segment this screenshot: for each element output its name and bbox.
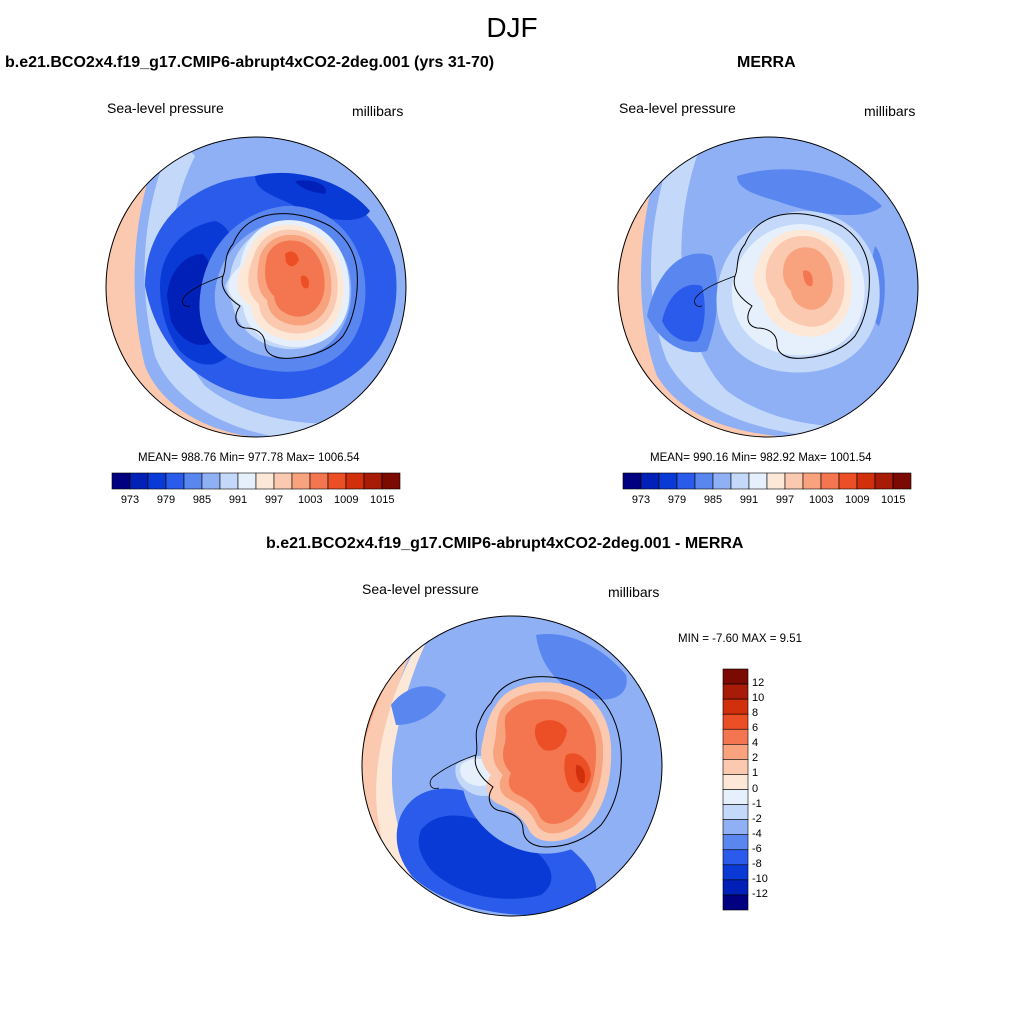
- colorbar-swatch: [722, 713, 749, 730]
- colorbar-tick-label: 991: [228, 494, 248, 506]
- colorbar-swatch: [129, 472, 149, 490]
- colorbar-swatch: [874, 472, 894, 490]
- colorbar-tick-label: 991: [739, 494, 759, 506]
- obs-stats: MEAN= 990.16 Min= 982.92 Max= 1001.54: [650, 452, 872, 464]
- colorbar-swatch: [722, 698, 749, 715]
- colorbar-tick-label: 985: [192, 494, 212, 506]
- colorbar-tick-label: 12: [752, 677, 765, 690]
- colorbar-swatch: [291, 472, 311, 490]
- colorbar-tick-label: 4: [752, 737, 759, 750]
- colorbar-tick-label: 1009: [334, 494, 359, 506]
- model-stats: MEAN= 988.76 Min= 977.78 Max= 1006.54: [138, 452, 360, 464]
- colorbar-swatch: [722, 774, 749, 790]
- colorbar-tick-label: 1003: [298, 494, 323, 506]
- colorbar-swatch: [183, 472, 203, 490]
- colorbar-tick-label: 997: [264, 494, 284, 506]
- colorbar-tick-label: -12: [752, 887, 768, 900]
- model-map: [105, 136, 407, 438]
- colorbar-swatch: [345, 472, 365, 490]
- colorbar-swatch: [694, 472, 714, 490]
- colorbar-tick-label: 10: [752, 692, 765, 705]
- colorbar-tick-label: -6: [752, 842, 762, 855]
- diff-stats: MIN = -7.60 MAX = 9.51: [678, 633, 803, 645]
- colorbar-swatch: [722, 789, 749, 805]
- colorbar-swatch: [766, 472, 786, 490]
- diff-variable-label: Sea-level pressure: [362, 581, 479, 597]
- colorbar-swatch: [712, 472, 732, 490]
- colorbar-swatch: [730, 472, 750, 490]
- colorbar-tick-label: 8: [752, 707, 759, 720]
- diff-map: [361, 615, 663, 917]
- colorbar-tick-label: 1003: [809, 494, 834, 506]
- colorbar-swatch: [722, 668, 749, 685]
- colorbar-swatch: [722, 759, 749, 775]
- colorbar-tick-label: -1: [752, 797, 762, 810]
- colorbar-swatch: [722, 879, 749, 896]
- colorbar-swatch: [722, 744, 749, 760]
- obs-colorbar: [622, 472, 912, 490]
- model-units-label: millibars: [352, 103, 404, 119]
- colorbar-swatch: [722, 849, 749, 866]
- model-panel-title: b.e21.BCO2x4.f19_g17.CMIP6-abrupt4xCO2-2…: [5, 54, 495, 71]
- obs-map: [617, 136, 919, 438]
- colorbar-swatch: [237, 472, 257, 490]
- main-title: DJF: [486, 12, 538, 43]
- colorbar-tick-label: -2: [752, 812, 762, 825]
- colorbar-tick-label: 979: [667, 494, 687, 506]
- model-variable-label: Sea-level pressure: [107, 100, 224, 116]
- colorbar-tick-label: 6: [752, 722, 759, 735]
- colorbar-swatch: [622, 472, 642, 490]
- colorbar-swatch: [676, 472, 696, 490]
- model-colorbar: [111, 472, 401, 490]
- colorbar-tick-label: 973: [120, 494, 140, 506]
- obs-variable-label: Sea-level pressure: [619, 100, 736, 116]
- colorbar-swatch: [658, 472, 678, 490]
- colorbar-swatch: [327, 472, 347, 490]
- colorbar-tick-label: -8: [752, 857, 762, 870]
- colorbar-swatch: [381, 472, 401, 490]
- colorbar-tick-label: 1015: [370, 494, 395, 506]
- colorbar-swatch: [820, 472, 840, 490]
- colorbar-swatch: [892, 472, 912, 490]
- colorbar-swatch: [838, 472, 858, 490]
- colorbar-swatch: [309, 472, 329, 490]
- colorbar-tick-label: 1009: [845, 494, 870, 506]
- diff-units-label: millibars: [608, 584, 660, 600]
- diff-panel-title: b.e21.BCO2x4.f19_g17.CMIP6-abrupt4xCO2-2…: [266, 535, 744, 552]
- colorbar-swatch: [201, 472, 221, 490]
- colorbar-tick-label: -4: [752, 827, 762, 840]
- colorbar-tick-label: 985: [703, 494, 723, 506]
- colorbar-swatch: [802, 472, 822, 490]
- colorbar-swatch: [722, 683, 749, 700]
- colorbar-tick-label: 1015: [881, 494, 906, 506]
- obs-panel-title: MERRA: [737, 54, 796, 71]
- colorbar-tick-label: 0: [752, 782, 759, 795]
- obs-units-label: millibars: [864, 103, 916, 119]
- colorbar-swatch: [748, 472, 768, 490]
- colorbar-tick-label: 979: [156, 494, 176, 506]
- colorbar-swatch: [219, 472, 239, 490]
- colorbar-swatch: [147, 472, 167, 490]
- colorbar-tick-label: 997: [775, 494, 795, 506]
- colorbar-swatch: [111, 472, 131, 490]
- colorbar-swatch: [165, 472, 185, 490]
- colorbar-tick-label: -10: [752, 872, 768, 885]
- colorbar-swatch: [784, 472, 804, 490]
- colorbar-swatch: [722, 894, 749, 911]
- colorbar-swatch: [856, 472, 876, 490]
- colorbar-swatch: [722, 834, 749, 851]
- colorbar-swatch: [722, 864, 749, 881]
- colorbar-swatch: [722, 728, 749, 745]
- colorbar-swatch: [255, 472, 275, 490]
- colorbar-swatch: [640, 472, 660, 490]
- colorbar-tick-label: 2: [752, 752, 759, 765]
- colorbar-swatch: [722, 819, 749, 835]
- colorbar-swatch: [363, 472, 383, 490]
- colorbar-swatch: [722, 804, 749, 820]
- diff-colorbar: [722, 668, 749, 911]
- colorbar-tick-label: 1: [752, 767, 759, 780]
- colorbar-swatch: [273, 472, 293, 490]
- colorbar-tick-label: 973: [631, 494, 651, 506]
